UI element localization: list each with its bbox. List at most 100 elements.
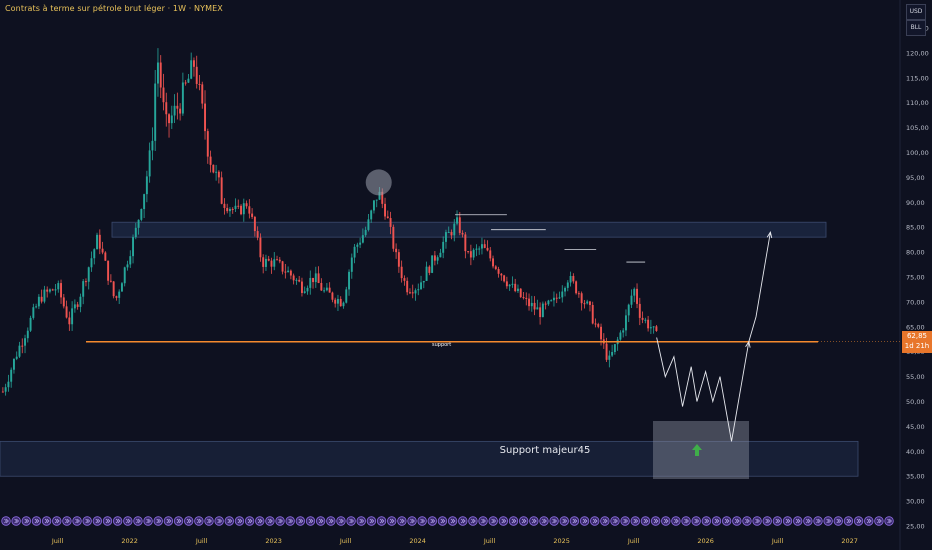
event-marker [285, 516, 295, 526]
event-marker [843, 516, 854, 526]
candle-body [522, 297, 525, 299]
candle-body [101, 248, 104, 253]
x-tick-label: 2026 [697, 537, 714, 545]
event-marker-icon [491, 518, 497, 524]
candle-body [547, 300, 550, 305]
candle-body [323, 290, 326, 292]
event-marker-icon [65, 518, 70, 524]
candle-body [480, 244, 483, 249]
candle-body [378, 191, 381, 200]
candle-body [436, 257, 439, 261]
event-marker-icon [542, 518, 547, 524]
event-marker [803, 516, 813, 526]
candle-body [411, 292, 414, 294]
candle-body [15, 356, 18, 359]
event-marker-icon [501, 518, 507, 524]
event-marker [518, 516, 529, 526]
candle-body [240, 205, 243, 215]
event-marker-icon [603, 518, 608, 524]
event-marker [559, 516, 569, 526]
event-marker-icon [674, 518, 679, 524]
y-tick-label: 120,00 [906, 49, 929, 57]
candle-body [10, 369, 13, 382]
event-marker-icon [633, 518, 639, 524]
event-marker-icon [653, 518, 659, 524]
event-marker [600, 516, 610, 526]
candle-body [82, 281, 85, 297]
candle-body [303, 291, 306, 293]
candle-body [439, 252, 442, 258]
candle-body [433, 255, 436, 261]
candle-body [420, 282, 423, 290]
chart-title: Contrats à terme sur pétrole brut léger … [5, 4, 223, 13]
candle-body [145, 176, 148, 195]
candle-body [392, 226, 395, 249]
candle-body [544, 303, 547, 305]
major-support-annotation: Support majeur45 [499, 445, 591, 456]
candle-body [187, 78, 190, 83]
candle-body [359, 242, 362, 245]
candle-body [306, 287, 309, 292]
candle-body [386, 216, 389, 219]
candle-body [248, 206, 251, 214]
y-tick-label: 65,00 [906, 323, 925, 331]
candle-body [123, 267, 126, 284]
candle-body [190, 60, 193, 79]
currency-unit[interactable]: BLL [906, 20, 926, 36]
event-marker [752, 516, 762, 526]
event-marker [275, 516, 285, 526]
event-marker [21, 516, 32, 526]
event-marker-icon [105, 518, 111, 524]
candle-body [367, 219, 370, 230]
event-marker-icon [714, 518, 720, 524]
candle-body [417, 289, 420, 291]
event-marker-icon [785, 518, 791, 524]
event-marker [11, 516, 21, 526]
event-marker [305, 516, 316, 526]
candle-body [68, 317, 71, 325]
event-marker [52, 516, 62, 526]
y-tick-label: 40,00 [906, 448, 925, 456]
candle-body [4, 387, 7, 392]
candle-body [234, 205, 237, 209]
candle-body [428, 266, 431, 273]
event-marker-icon [816, 518, 821, 524]
candle-body [129, 256, 132, 265]
candle-body [76, 304, 79, 307]
currency-usd[interactable]: USD [906, 4, 926, 20]
event-marker [123, 516, 133, 526]
candle-body [60, 283, 63, 298]
event-marker-icon [44, 518, 50, 524]
candle-body [594, 323, 597, 325]
candle-body [140, 209, 143, 220]
candle-body [655, 326, 658, 331]
event-marker-icon [115, 518, 121, 524]
event-marker [488, 516, 498, 526]
event-marker [387, 516, 397, 526]
event-marker-icon [166, 518, 172, 524]
candle-body [71, 308, 74, 325]
candle-body [572, 275, 575, 282]
support-annotation: support [432, 342, 452, 348]
candle-body [605, 343, 608, 360]
candle-body [372, 200, 375, 211]
candle-body [613, 344, 616, 352]
event-marker [539, 516, 549, 526]
candle-body [165, 102, 168, 115]
x-tick-label: 2022 [121, 537, 138, 545]
candle-body [154, 83, 157, 141]
y-tick-label: 55,00 [906, 373, 925, 381]
candle-body [511, 283, 514, 285]
event-marker-icon [278, 518, 283, 524]
x-tick-label: Juill [483, 537, 496, 545]
x-tick-label: 2025 [553, 537, 570, 545]
event-marker-icon [410, 518, 415, 524]
candle-body [569, 275, 572, 283]
candle-body [26, 330, 29, 339]
candle-body [256, 231, 259, 238]
event-marker [661, 516, 671, 526]
event-marker-icon [389, 518, 395, 524]
event-marker-icon [663, 518, 669, 524]
candle-body [251, 213, 254, 217]
